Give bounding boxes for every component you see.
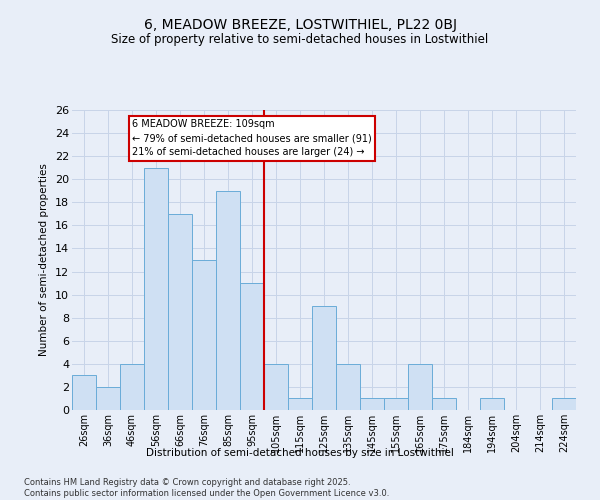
Bar bbox=[312, 306, 336, 410]
Bar bbox=[480, 398, 504, 410]
Bar bbox=[360, 398, 384, 410]
Text: 6 MEADOW BREEZE: 109sqm
← 79% of semi-detached houses are smaller (91)
21% of se: 6 MEADOW BREEZE: 109sqm ← 79% of semi-de… bbox=[132, 119, 372, 157]
Bar bbox=[552, 398, 576, 410]
Bar bbox=[120, 364, 144, 410]
Bar bbox=[264, 364, 288, 410]
Bar bbox=[384, 398, 408, 410]
Text: Size of property relative to semi-detached houses in Lostwithiel: Size of property relative to semi-detach… bbox=[112, 32, 488, 46]
Bar bbox=[240, 283, 264, 410]
Bar bbox=[192, 260, 216, 410]
Text: Distribution of semi-detached houses by size in Lostwithiel: Distribution of semi-detached houses by … bbox=[146, 448, 454, 458]
Bar bbox=[432, 398, 456, 410]
Bar bbox=[144, 168, 168, 410]
Bar bbox=[72, 376, 96, 410]
Text: 6, MEADOW BREEZE, LOSTWITHIEL, PL22 0BJ: 6, MEADOW BREEZE, LOSTWITHIEL, PL22 0BJ bbox=[143, 18, 457, 32]
Bar bbox=[96, 387, 120, 410]
Bar bbox=[288, 398, 312, 410]
Bar bbox=[168, 214, 192, 410]
Bar bbox=[408, 364, 432, 410]
Text: Contains HM Land Registry data © Crown copyright and database right 2025.
Contai: Contains HM Land Registry data © Crown c… bbox=[24, 478, 389, 498]
Y-axis label: Number of semi-detached properties: Number of semi-detached properties bbox=[40, 164, 49, 356]
Bar bbox=[216, 191, 240, 410]
Bar bbox=[336, 364, 360, 410]
